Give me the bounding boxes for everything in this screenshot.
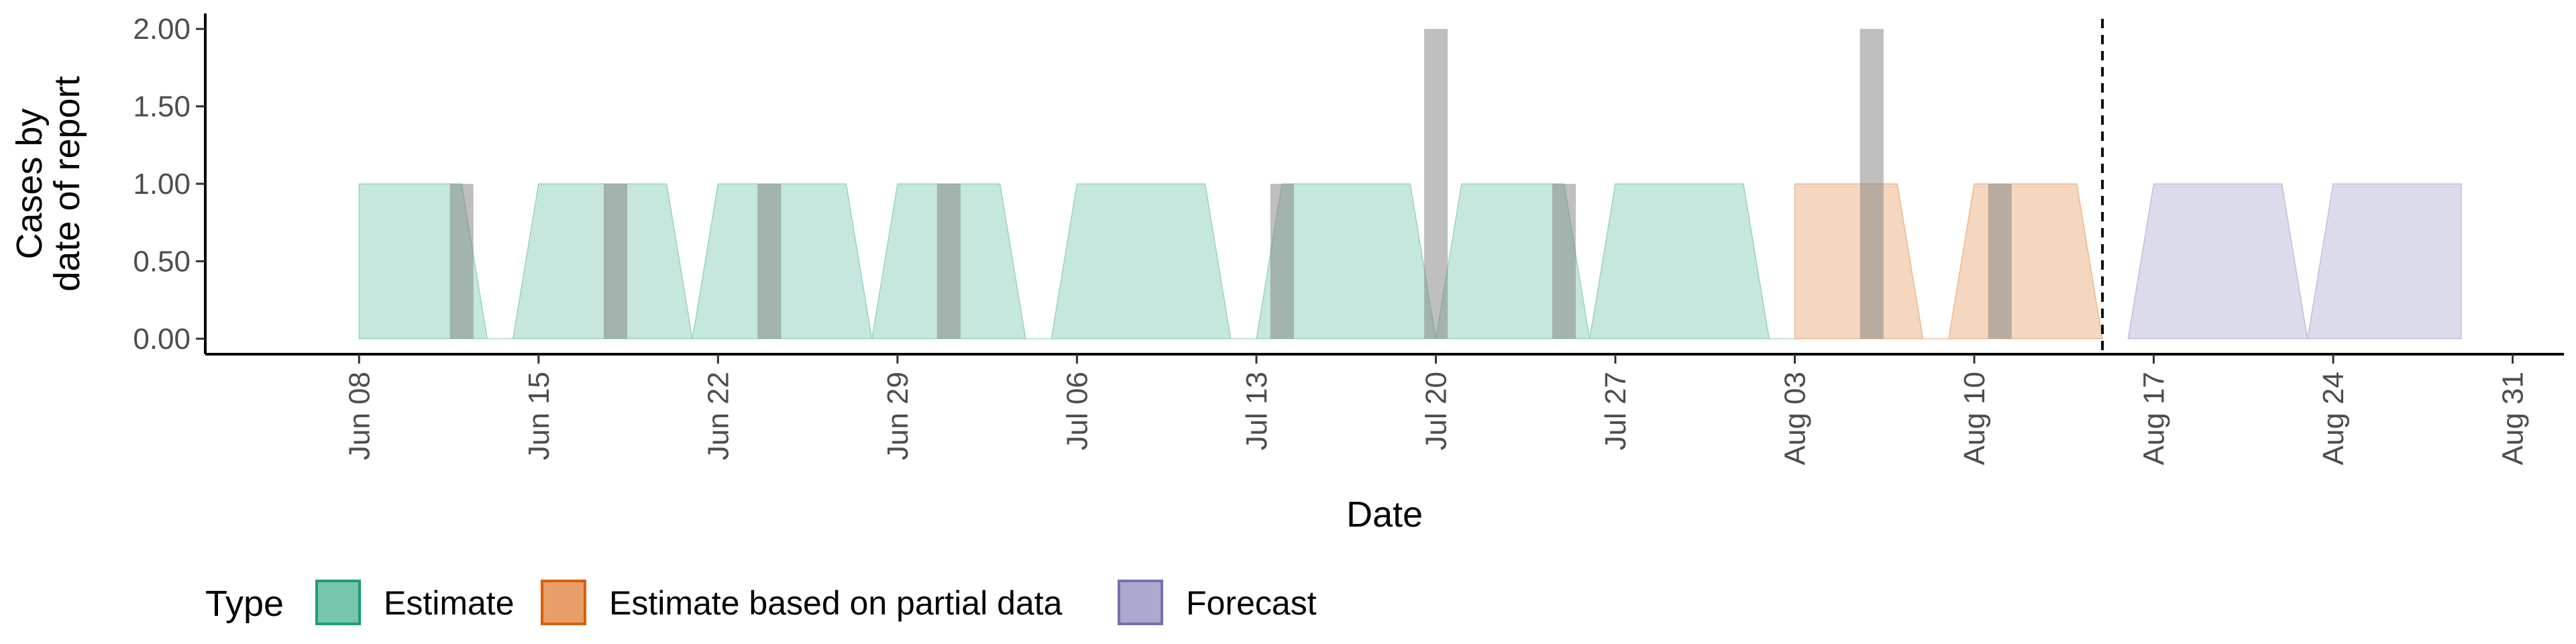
y-axis-title-line: Cases by xyxy=(9,108,50,259)
x-tick-label: Jun 08 xyxy=(343,372,376,460)
case-bar-2020-07-14 xyxy=(1270,184,1294,339)
case-bar-2020-06-12 xyxy=(449,184,474,339)
x-tick-label: Jul 20 xyxy=(1419,372,1452,450)
x-tick-label: Aug 10 xyxy=(1958,372,1991,465)
case-bar-2020-08-11 xyxy=(1988,184,2012,339)
x-tick-label: Jul 13 xyxy=(1240,372,1273,450)
x-tick-label: Jul 06 xyxy=(1061,372,1093,450)
legend-label-estimate-based-on-partial-data: Estimate based on partial data xyxy=(609,584,1063,622)
legend-key-forecast xyxy=(1118,580,1163,625)
legend-label-forecast: Forecast xyxy=(1186,584,1317,622)
y-tick-label: 0.00 xyxy=(133,323,191,356)
y-axis-title-line: date of report xyxy=(47,76,87,291)
area-estimate xyxy=(358,183,1795,339)
reported-case-bars xyxy=(449,29,2012,339)
x-tick-label: Aug 24 xyxy=(2317,372,2350,465)
x-tick-label: Jun 15 xyxy=(523,372,555,460)
axes: 0.00 0.50 1.00 1.50 2.00 Jun 08 Jun 15 Jun 22 Ju… xyxy=(9,13,2564,535)
legend-title: Type xyxy=(205,584,284,624)
case-bar-2020-07-01 xyxy=(936,184,961,339)
y-tick-label: 1.50 xyxy=(133,91,191,123)
case-bar-2020-07-25 xyxy=(1552,184,1576,339)
x-tick-label: Jul 27 xyxy=(1599,372,1632,450)
estimate-areas xyxy=(358,183,2462,339)
x-tick-label: Aug 17 xyxy=(2138,372,2171,465)
legend-key-estimate xyxy=(315,580,361,625)
y-tick-label: 0.50 xyxy=(133,245,191,278)
case-bar-2020-08-06 xyxy=(1860,29,1884,339)
case-bar-2020-07-20 xyxy=(1424,29,1448,339)
y-tick-label: 1.00 xyxy=(133,168,191,201)
x-tick-label: Aug 03 xyxy=(1778,372,1811,465)
y-tick-label: 2.00 xyxy=(133,13,191,46)
x-axis-title: Date xyxy=(1346,494,1423,535)
legend-key-estimate-based-on-partial-data xyxy=(541,580,586,625)
area-forecast xyxy=(2127,183,2462,339)
case-bar-2020-06-18 xyxy=(603,184,628,339)
x-tick-label: Jun 22 xyxy=(702,372,735,460)
case-bar-2020-06-24 xyxy=(757,184,782,339)
legend: Type Estimate Estimate based on partial da… xyxy=(205,580,1317,625)
x-tick-label: Jun 29 xyxy=(881,372,914,460)
x-tick-label: Aug 31 xyxy=(2497,372,2530,465)
area-estimate-based-on-partial-data xyxy=(1794,183,2103,339)
legend-label-estimate: Estimate xyxy=(384,584,515,622)
